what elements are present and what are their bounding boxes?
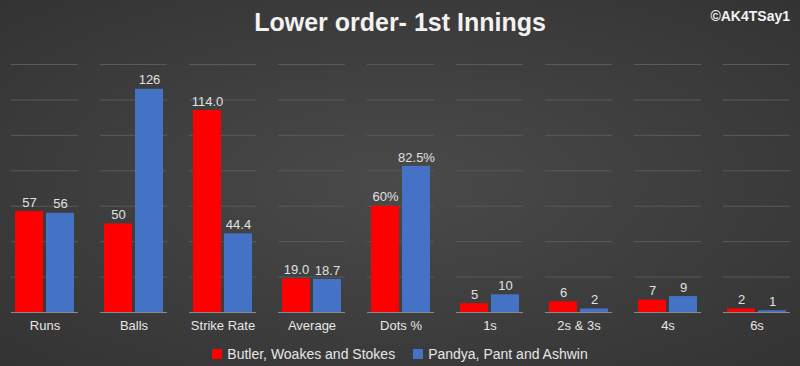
svg-text:2s & 3s: 2s & 3s <box>557 318 601 333</box>
html-text:Butler, Woakes and Stokes: Butler, Woakes and Stokes <box>227 346 396 362</box>
svg-text:18.7: 18.7 <box>315 263 340 278</box>
svg-text:6: 6 <box>560 285 567 300</box>
svg-text:Runs: Runs <box>30 318 61 333</box>
svg-text:1: 1 <box>769 294 776 309</box>
svg-text:57: 57 <box>22 195 36 210</box>
svg-text:5: 5 <box>471 287 478 302</box>
svg-text:Dots %: Dots % <box>380 318 422 333</box>
svg-text:Balls: Balls <box>120 318 149 333</box>
svg-text:Strike Rate: Strike Rate <box>191 318 255 333</box>
html-text:Pandya, Pant and Ashwin: Pandya, Pant and Ashwin <box>428 346 588 362</box>
svg-text:7: 7 <box>649 283 656 298</box>
svg-text:56: 56 <box>53 196 67 211</box>
svg-text:2: 2 <box>591 292 598 307</box>
html-text:©AK4TSay1: ©AK4TSay1 <box>710 8 790 24</box>
svg-text:2: 2 <box>738 292 745 307</box>
svg-text:126: 126 <box>139 72 161 87</box>
svg-text:60%: 60% <box>372 189 398 204</box>
svg-text:6s: 6s <box>750 318 764 333</box>
svg-text:1s: 1s <box>483 318 497 333</box>
svg-text:44.4: 44.4 <box>226 217 251 232</box>
html-text:Lower order- 1st Innings: Lower order- 1st Innings <box>254 8 546 36</box>
svg-text:4s: 4s <box>661 318 675 333</box>
svg-text:114.0: 114.0 <box>192 94 224 109</box>
svg-text:10: 10 <box>498 278 512 293</box>
svg-text:50: 50 <box>111 207 125 222</box>
svg-text:9: 9 <box>680 280 687 295</box>
svg-text:19.0: 19.0 <box>284 262 309 277</box>
svg-text:Average: Average <box>288 318 336 333</box>
svg-text:82.5%: 82.5% <box>398 150 435 165</box>
